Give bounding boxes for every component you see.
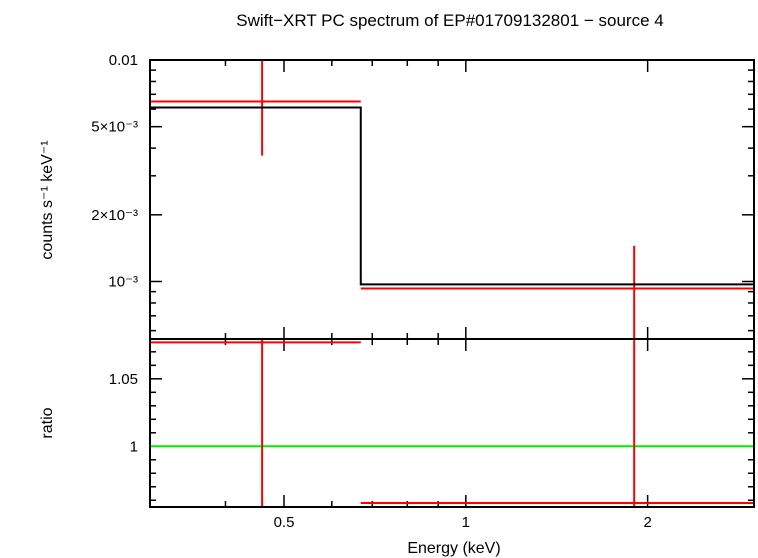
model-step-line bbox=[150, 106, 754, 286]
x-tick-label: 1 bbox=[462, 514, 470, 531]
data-point bbox=[360, 245, 754, 339]
spectrum-panel: 0.01 5×10⁻³ 2×10⁻³ 10⁻³ bbox=[91, 52, 755, 340]
x-tick-label: 0.5 bbox=[274, 514, 295, 531]
plot-frame bbox=[149, 338, 755, 508]
x-axis-label: Energy (keV) bbox=[407, 540, 500, 557]
data-point bbox=[150, 339, 361, 507]
data-point bbox=[360, 339, 754, 507]
chart-title: Swift−XRT PC spectrum of EP#01709132801 … bbox=[236, 11, 663, 30]
y-axis-label-spectrum: counts s⁻¹ keV⁻¹ bbox=[39, 140, 56, 259]
x-tick-label: 2 bbox=[643, 514, 651, 531]
y-tick-label: 0.01 bbox=[109, 52, 138, 69]
y-tick-label: 10⁻³ bbox=[108, 273, 138, 290]
ratio-panel: 1.05 1 0.5 1 2 bbox=[109, 338, 755, 531]
y-tick-label: 1 bbox=[130, 438, 138, 455]
y-axis-label-ratio: ratio bbox=[39, 407, 56, 438]
y-tick-label: 2×10⁻³ bbox=[91, 207, 138, 224]
y-tick-label: 5×10⁻³ bbox=[91, 119, 138, 136]
y-tick-label: 1.05 bbox=[109, 371, 138, 388]
